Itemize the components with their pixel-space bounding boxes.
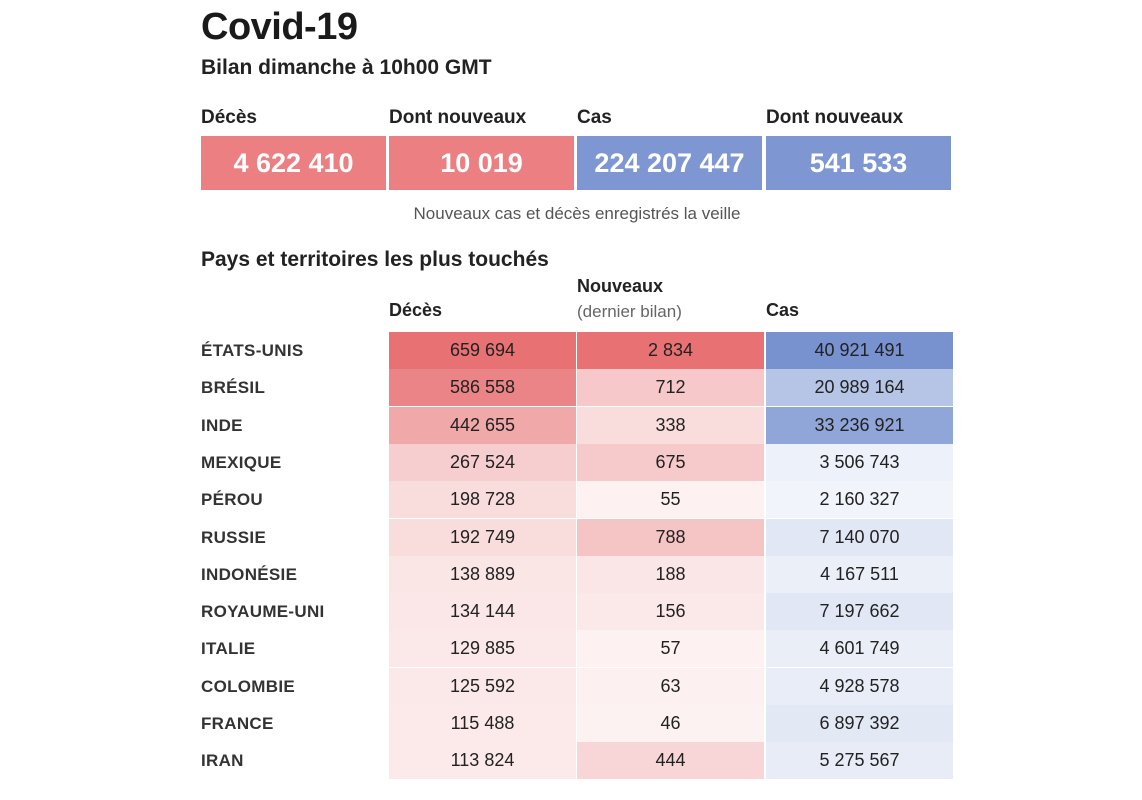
table-cell-deces: 442 655 — [389, 407, 576, 444]
page-subtitle: Bilan dimanche à 10h00 GMT — [201, 56, 492, 79]
table-cell-nouveaux: 338 — [577, 407, 764, 444]
summary-value-new-cases: 541 533 — [766, 136, 951, 190]
table-cell-cas: 3 506 743 — [766, 444, 953, 481]
table-cell-cas: 7 140 070 — [766, 519, 953, 556]
table-cell-nouveaux: 675 — [577, 444, 764, 481]
table-cell-cas: 7 197 662 — [766, 593, 953, 630]
table-cell-deces: 586 558 — [389, 369, 576, 406]
table-cell-nouveaux: 57 — [577, 630, 764, 667]
country-label: BRÉSIL — [201, 378, 266, 397]
table-cell-cas: 4 928 578 — [766, 668, 953, 705]
country-label: FRANCE — [201, 714, 274, 733]
table-cell-deces: 115 488 — [389, 705, 576, 742]
summary-value-cases: 224 207 447 — [577, 136, 762, 190]
table-cell-deces: 125 592 — [389, 668, 576, 705]
table-cell-deces: 138 889 — [389, 556, 576, 593]
country-label: ROYAUME-UNI — [201, 602, 325, 621]
summary-label-new-deaths: Dont nouveaux — [389, 107, 527, 128]
table-cell-cas: 6 897 392 — [766, 705, 953, 742]
country-label: INDE — [201, 416, 243, 435]
table-cell-nouveaux: 788 — [577, 519, 764, 556]
table-cell-deces: 198 728 — [389, 481, 576, 518]
table-cell-nouveaux: 188 — [577, 556, 764, 593]
country-label: ÉTATS-UNIS — [201, 341, 304, 360]
table-cell-nouveaux: 156 — [577, 593, 764, 630]
table-cell-cas: 33 236 921 — [766, 407, 953, 444]
column-subheader-new: (dernier bilan) — [577, 302, 682, 321]
table-cell-deces: 129 885 — [389, 630, 576, 667]
country-label: ITALIE — [201, 639, 256, 658]
table-cell-deces: 267 524 — [389, 444, 576, 481]
table-cell-cas: 20 989 164 — [766, 369, 953, 406]
summary-value-deaths: 4 622 410 — [201, 136, 386, 190]
country-label: MEXIQUE — [201, 453, 282, 472]
table-cell-cas: 5 275 567 — [766, 742, 953, 779]
table-cell-nouveaux: 712 — [577, 369, 764, 406]
column-header-cases: Cas — [766, 300, 800, 320]
table-cell-nouveaux: 46 — [577, 705, 764, 742]
country-label: COLOMBIE — [201, 677, 296, 696]
column-header-new: Nouveaux — [577, 276, 664, 296]
table-cell-nouveaux: 2 834 — [577, 332, 764, 369]
table-cell-cas: 2 160 327 — [766, 481, 953, 518]
table-cell-cas: 40 921 491 — [766, 332, 953, 369]
summary-label-deaths: Décès — [201, 107, 257, 128]
table-cell-deces: 113 824 — [389, 742, 576, 779]
table-cell-cas: 4 601 749 — [766, 630, 953, 667]
table-cell-nouveaux: 444 — [577, 742, 764, 779]
table-title: Pays et territoires les plus touchés — [201, 248, 549, 271]
country-label: PÉROU — [201, 490, 263, 509]
table-cell-deces: 134 144 — [389, 593, 576, 630]
table-cell-nouveaux: 55 — [577, 481, 764, 518]
summary-label-new-cases: Dont nouveaux — [766, 107, 904, 128]
table-cell-nouveaux: 63 — [577, 668, 764, 705]
summary-label-cases: Cas — [577, 107, 612, 128]
country-label: IRAN — [201, 751, 244, 770]
table-cell-deces: 659 694 — [389, 332, 576, 369]
table-cell-deces: 192 749 — [389, 519, 576, 556]
column-header-deaths: Décès — [389, 300, 443, 320]
country-label: RUSSIE — [201, 528, 267, 547]
page-title: Covid-19 — [201, 6, 358, 48]
summary-value-new-deaths: 10 019 — [389, 136, 574, 190]
summary-note: Nouveaux cas et décès enregistrés la vei… — [413, 204, 741, 223]
table-cell-cas: 4 167 511 — [766, 556, 953, 593]
country-label: INDONÉSIE — [201, 565, 298, 584]
